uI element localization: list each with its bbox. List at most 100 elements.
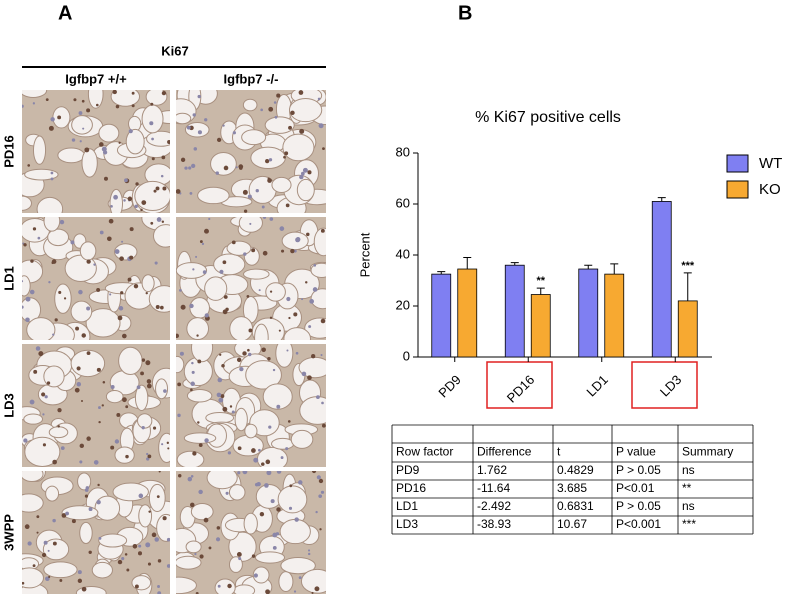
nucleus — [41, 392, 46, 397]
y-tick-label: 60 — [396, 195, 410, 210]
cell — [254, 551, 286, 564]
cell — [105, 389, 124, 404]
table-cell: P<0.001 — [616, 517, 661, 531]
cell — [98, 533, 128, 548]
nucleus — [201, 242, 205, 246]
nucleus — [161, 443, 164, 446]
nucleus — [161, 90, 167, 96]
micrograph — [22, 471, 170, 594]
nucleus — [58, 290, 62, 294]
nucleus — [121, 333, 127, 339]
cell — [110, 90, 141, 107]
nucleus — [44, 395, 48, 399]
nucleus — [222, 406, 228, 412]
nucleus — [78, 289, 83, 295]
cell — [243, 268, 270, 280]
nucleus — [190, 502, 195, 508]
nucleus — [190, 388, 193, 392]
nucleus — [81, 586, 87, 592]
nucleus — [180, 157, 186, 162]
micrograph — [176, 471, 326, 594]
nucleus — [25, 317, 30, 323]
nucleus — [255, 189, 259, 193]
cell — [245, 360, 282, 390]
nucleus — [71, 138, 76, 142]
cell — [304, 317, 326, 339]
nucleus — [57, 408, 62, 413]
nucleus — [276, 404, 281, 409]
nucleus — [253, 457, 259, 463]
nucleus — [231, 410, 235, 414]
nucleus — [42, 443, 47, 447]
nucleus — [231, 240, 236, 245]
nucleus — [48, 575, 51, 579]
cell — [213, 253, 246, 276]
nucleus — [192, 268, 195, 271]
nucleus — [145, 542, 151, 548]
table-cell: *** — [682, 517, 696, 531]
cell — [98, 123, 120, 143]
nucleus — [317, 97, 321, 101]
nucleus — [223, 295, 228, 299]
nucleus — [160, 174, 164, 178]
nucleus — [155, 305, 160, 310]
nucleus — [221, 364, 225, 368]
nucleus — [318, 478, 324, 484]
nucleus — [86, 306, 91, 311]
nucleus — [118, 306, 124, 311]
nucleus — [126, 568, 130, 572]
column-label: Igfbp7 -/- — [224, 71, 279, 86]
nucleus — [202, 270, 207, 275]
nucleus — [242, 471, 248, 475]
nucleus — [98, 406, 101, 409]
nucleus — [187, 476, 193, 482]
x-tick-label: PD16 — [504, 372, 538, 406]
nucleus — [301, 298, 304, 301]
nucleus — [311, 354, 316, 359]
significance: *** — [681, 260, 695, 272]
nucleus — [262, 250, 268, 256]
nucleus — [61, 513, 67, 518]
cell — [244, 423, 258, 439]
bar — [578, 268, 599, 358]
cell — [241, 129, 267, 146]
nucleus — [157, 585, 161, 588]
micrograph — [22, 344, 170, 467]
column-label: Igfbp7 +/+ — [65, 71, 127, 86]
nucleus — [243, 252, 247, 256]
nucleus — [76, 382, 82, 387]
cell — [252, 566, 270, 584]
micrograph — [22, 217, 170, 340]
cell — [197, 186, 230, 205]
nucleus — [148, 510, 151, 513]
nucleus — [86, 436, 91, 441]
nucleus — [50, 177, 54, 181]
nucleus — [238, 164, 244, 169]
cell — [264, 116, 295, 134]
nucleus — [269, 316, 273, 319]
nucleus — [199, 240, 203, 243]
cell — [210, 151, 237, 176]
cell — [43, 561, 78, 579]
nucleus — [190, 475, 194, 478]
nucleus — [299, 174, 304, 180]
nucleus — [219, 269, 224, 274]
cell — [254, 323, 269, 340]
tissue — [22, 217, 170, 340]
nucleus — [81, 333, 86, 338]
table-cell: ns — [682, 463, 695, 477]
nucleus — [247, 194, 252, 199]
nucleus — [216, 392, 222, 398]
cell — [270, 437, 295, 450]
nucleus — [309, 299, 315, 304]
nucleus — [293, 249, 297, 253]
nucleus — [198, 443, 203, 447]
nucleus — [283, 155, 286, 159]
nucleus — [311, 471, 317, 474]
nucleus — [215, 537, 221, 542]
cell — [185, 540, 202, 554]
nucleus — [71, 519, 76, 524]
cell — [155, 378, 169, 400]
nucleus — [293, 590, 297, 593]
cell — [176, 262, 208, 279]
